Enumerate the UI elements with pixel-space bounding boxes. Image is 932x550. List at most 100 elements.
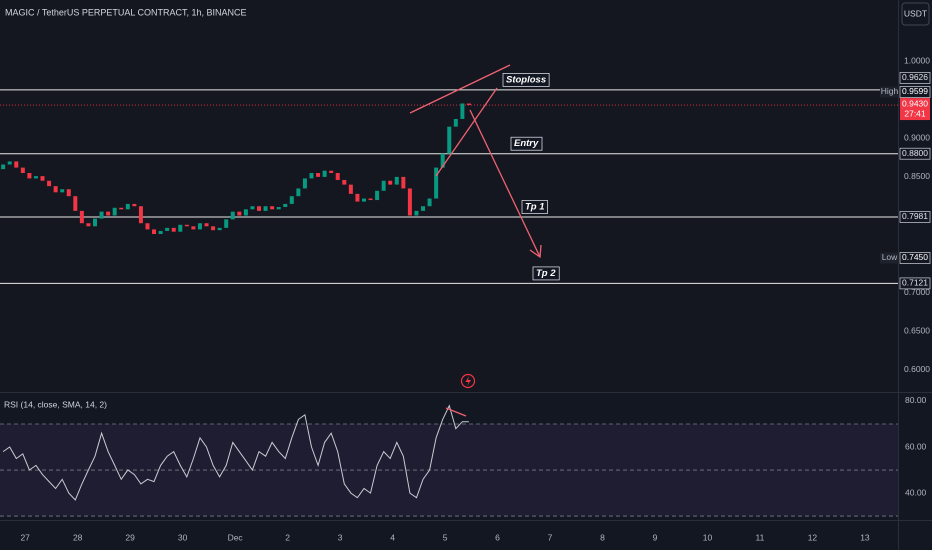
price-label-box <box>899 252 931 264</box>
candle-body <box>434 167 439 199</box>
x-tick-label: 7 <box>548 532 553 542</box>
candle-body <box>309 173 314 179</box>
candle-body <box>224 219 229 228</box>
candle-body <box>14 161 19 168</box>
candle-body <box>302 178 307 189</box>
high-tag-box <box>880 86 899 98</box>
candle-body <box>20 167 25 174</box>
candle-body <box>106 211 111 216</box>
x-tick-label: 28 <box>73 532 83 542</box>
x-tick-label: 29 <box>125 532 135 542</box>
drawings <box>409 64 542 417</box>
candle-body <box>47 180 52 187</box>
candle-body <box>53 186 58 193</box>
candle-body <box>1 164 6 170</box>
alert-icon[interactable] <box>460 373 476 389</box>
price-label: 0.7450 <box>902 252 928 262</box>
rsi-line <box>2 404 469 501</box>
candle-body <box>270 206 275 210</box>
candle-body <box>401 176 406 189</box>
x-tick-label: 27 <box>20 532 30 542</box>
x-tick-label: 3 <box>338 532 343 542</box>
price-label-box <box>899 72 931 84</box>
rsi-tick-label: 80.00 <box>905 395 927 405</box>
low-tag-box <box>880 252 899 264</box>
chart-title: MAGIC / TetherUS PERPETUAL CONTRACT, 1h,… <box>5 7 247 17</box>
x-tick-label: Dec <box>228 532 244 542</box>
candle-body <box>27 173 32 179</box>
rsi-tick-label: 60.00 <box>905 441 927 451</box>
candle-body <box>440 153 445 168</box>
candle-body <box>171 227 176 232</box>
candle-body <box>191 226 196 230</box>
candle-body <box>60 189 65 193</box>
x-tick-label: 8 <box>600 532 605 542</box>
candle-body <box>407 188 412 216</box>
candle-body <box>132 203 137 207</box>
candle-body <box>296 188 301 197</box>
candle-body <box>138 206 143 224</box>
candle-body <box>368 198 373 201</box>
level-name: Stoploss <box>506 74 546 85</box>
countdown: 27:41 <box>904 108 926 118</box>
x-tick-label: 30 <box>178 532 188 542</box>
candle-body <box>178 224 183 232</box>
level-name-box <box>532 266 560 281</box>
candle-body <box>355 193 360 202</box>
low-tag: Low <box>882 252 898 262</box>
level-name: Tp 1 <box>525 201 545 212</box>
alert-bolt[interactable] <box>465 376 472 386</box>
y-tick-label: 1.0000 <box>904 55 930 65</box>
candle-body <box>86 223 91 227</box>
candle-body <box>79 210 84 224</box>
candle-body <box>453 118 458 127</box>
currency-label[interactable]: USDT <box>904 8 927 18</box>
candle-body <box>348 184 353 194</box>
price-label: 0.9599 <box>902 86 928 96</box>
price-label: 0.7121 <box>902 278 928 288</box>
x-tick-label: 4 <box>390 532 395 542</box>
candle-body <box>342 179 347 185</box>
candle-body <box>7 161 12 165</box>
x-tick-label: 9 <box>653 532 658 542</box>
candle-body <box>447 126 452 154</box>
last-price-box <box>900 98 930 121</box>
candle-body <box>276 207 281 210</box>
y-tick-label: 0.9000 <box>904 133 930 143</box>
wedge-upper <box>409 64 511 114</box>
candle-body <box>217 227 222 231</box>
candle-body <box>257 206 262 211</box>
candle-body <box>289 196 294 204</box>
candle-body <box>204 223 209 227</box>
x-tick-label: 11 <box>756 532 765 542</box>
currency-button[interactable] <box>901 2 930 26</box>
candle-body <box>197 223 202 230</box>
level-name: Entry <box>514 138 539 149</box>
last-price-label: 0.9430 <box>902 98 928 108</box>
price-label-box <box>899 86 931 98</box>
candle-body <box>460 103 465 119</box>
candle-body <box>316 173 321 177</box>
price-label-box <box>899 211 931 223</box>
candle-body <box>119 207 124 210</box>
x-tick-label: 10 <box>703 532 713 542</box>
price-label: 0.7981 <box>902 211 928 221</box>
candle-body <box>152 229 157 235</box>
candle-body <box>322 170 327 177</box>
candle-body <box>99 211 104 219</box>
candle-body <box>381 180 386 191</box>
x-tick-label: 12 <box>808 532 818 542</box>
candle-body <box>112 207 117 216</box>
candle-body <box>250 206 255 210</box>
candle-body <box>335 173 340 180</box>
candle-body <box>145 223 150 230</box>
candle-body <box>394 176 399 185</box>
price-label: 0.8800 <box>902 148 928 158</box>
price-label-box <box>899 277 931 290</box>
candle-body <box>421 206 426 211</box>
candle-body <box>92 218 97 227</box>
candle-body <box>237 211 242 216</box>
candle-body <box>165 227 170 231</box>
